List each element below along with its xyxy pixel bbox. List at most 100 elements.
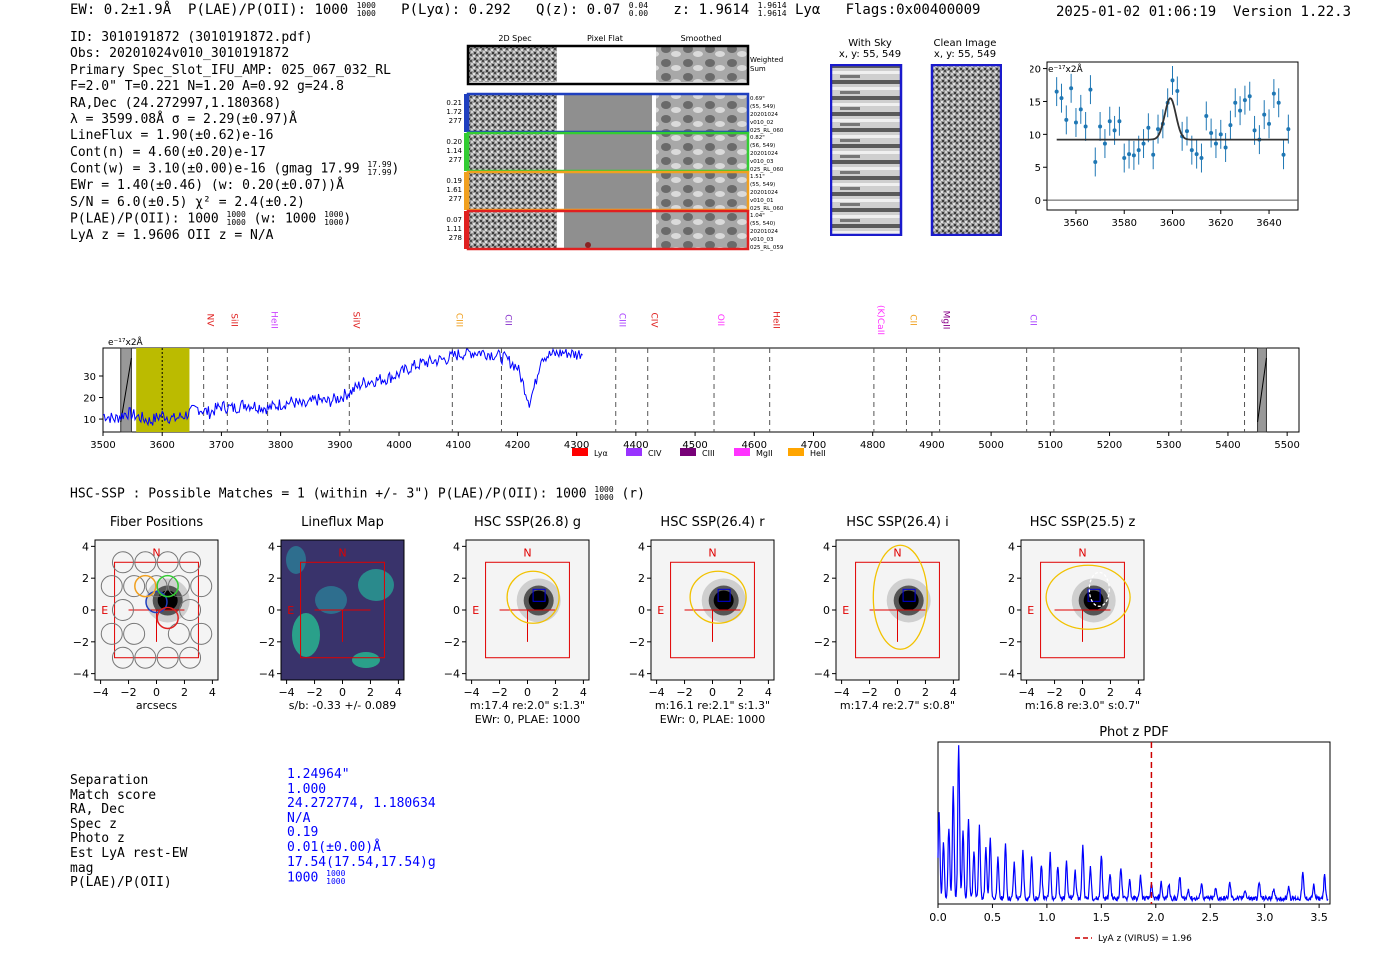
pdf-xtick-label: 2.0 xyxy=(1147,911,1165,924)
pdf-axes-frame xyxy=(937,741,1331,905)
cutout-meta: 20201024 xyxy=(750,190,778,196)
hsc-ytick-label: 0 xyxy=(638,604,645,617)
hsc-ytick-label: −2 xyxy=(259,636,275,649)
lineflux-blob xyxy=(315,586,347,614)
hsc-xtick-label: 0 xyxy=(1079,686,1086,699)
fit-point xyxy=(1122,156,1127,161)
spec-flux-line xyxy=(102,347,583,427)
hsc-galaxy-core xyxy=(528,590,549,611)
hsc-ytick-label: 0 xyxy=(453,604,460,617)
hsc-ytick-label: 2 xyxy=(638,572,645,585)
spec-line-label: (K)CaII xyxy=(875,305,885,335)
spec-ytick-label: 30 xyxy=(83,372,96,383)
cutout-meta: 1.51" xyxy=(750,174,765,180)
hsc-panel-title: Lineflux Map xyxy=(301,515,384,530)
fit-point xyxy=(1175,88,1180,93)
compass-north: N xyxy=(338,547,346,560)
cutout-meta: 0.69" xyxy=(750,96,765,102)
fit-point xyxy=(1141,141,1146,146)
fit-point xyxy=(1199,156,1204,161)
detection-info: ID: 3010191872 (3010191872.pdf) Obs: 202… xyxy=(70,30,399,244)
hsc-aperture-square xyxy=(114,561,199,659)
fit-point xyxy=(1156,127,1161,132)
spec-line-label: CII xyxy=(502,314,512,326)
fit-point xyxy=(1233,100,1238,105)
cutout-meta: v010_03 xyxy=(750,159,774,165)
cutout-gap xyxy=(557,133,561,170)
spec-legend-label: CIII xyxy=(702,449,715,458)
hsc-summary-tail: (r) xyxy=(621,486,645,502)
hsc-xtick-label: −2 xyxy=(861,686,877,699)
info-plae-w-lo: 1000 xyxy=(324,217,344,227)
cutout-stat: 277 xyxy=(449,195,462,203)
hsc-panel-title: HSC SSP(25.5) z xyxy=(1030,515,1136,530)
spec-xtick-label: 4500 xyxy=(682,440,707,451)
cutout-hot-pixel xyxy=(585,242,591,248)
fiber-circle xyxy=(156,646,179,669)
hsc-aperture-square xyxy=(670,561,755,659)
match-label: P(LAE)/P(OII) xyxy=(70,875,172,891)
hsc-summary: HSC-SSP : Possible Matches = 1 (within +… xyxy=(70,486,645,502)
cutout-gap xyxy=(652,94,656,131)
cutout-gap xyxy=(557,172,561,209)
cutout-stat: 1.61 xyxy=(446,186,462,194)
fit-point xyxy=(1170,78,1175,83)
fiber-highlight xyxy=(145,590,168,614)
hsc-xtick-label: 2 xyxy=(1107,686,1114,699)
hsc-ytick-label: −2 xyxy=(629,636,645,649)
spec-ylabel: e⁻¹⁷x2Å xyxy=(108,336,144,348)
spec-line-label: CIV xyxy=(649,312,659,328)
cutout-row-frame xyxy=(466,209,750,251)
fiber-highlight xyxy=(134,574,157,598)
spec-xtick-label: 4100 xyxy=(446,440,471,451)
hsc-aperture-square xyxy=(1040,561,1125,659)
spec-xtick-label: 5400 xyxy=(1215,440,1240,451)
hsc-xtick-label: −2 xyxy=(676,686,692,699)
fiber-circle xyxy=(167,575,190,598)
compass-north: N xyxy=(1078,547,1086,560)
cutout-meta: (56, 549) xyxy=(750,143,775,149)
fiber-circle xyxy=(111,646,134,669)
fit-point xyxy=(1267,121,1272,126)
fit-point xyxy=(1136,148,1141,153)
cutout-row-color-bar xyxy=(464,172,467,210)
hsc-ytick-label: −2 xyxy=(444,636,460,649)
spec-line-label: SiIV xyxy=(350,311,360,329)
pdf-xtick-label: 3.5 xyxy=(1310,911,1328,924)
fit-point xyxy=(1146,125,1151,130)
compass-east: E xyxy=(472,604,479,617)
fit-point xyxy=(1151,152,1156,157)
cutout-meta: 20201024 xyxy=(750,151,778,157)
spec-xtick-label: 4900 xyxy=(919,440,944,451)
hsc-aperture-square xyxy=(855,561,940,659)
fit-point xyxy=(1223,145,1228,150)
spec-ytick-label: 10 xyxy=(83,415,96,426)
info-radec: RA,Dec (24.272997,1.180368) xyxy=(70,95,282,111)
header-plae-lo: 1000 xyxy=(356,9,376,18)
fit-point xyxy=(1184,129,1189,134)
cutout-smoothed xyxy=(656,172,747,209)
hsc-ytick-label: 4 xyxy=(82,540,89,553)
fit-point xyxy=(1238,108,1243,113)
fit-point xyxy=(1083,124,1088,129)
header-qz: Q(z): 0.07 xyxy=(536,2,621,18)
lineflux-blob xyxy=(358,569,394,601)
cutout-stat: 1.72 xyxy=(446,108,462,116)
sum-frame xyxy=(466,44,750,86)
spec-xtick-label: 5200 xyxy=(1097,440,1122,451)
cutout-2dspec xyxy=(469,133,557,170)
hsc-fiber-box xyxy=(902,588,916,602)
hsc-caption: arcsecs xyxy=(136,699,178,712)
hsc-xtick-label: −4 xyxy=(833,686,849,699)
info-lineflux: LineFlux = 1.90(±0.62)e-16 xyxy=(70,128,274,144)
fit-point xyxy=(1127,152,1132,157)
spec-legend-swatch xyxy=(680,448,696,456)
spec-line-label: MgII xyxy=(941,311,951,330)
hsc-xtick-label: −4 xyxy=(92,686,108,699)
hsc-panel-title: HSC SSP(26.4) r xyxy=(660,515,765,530)
cutout-pixelflat xyxy=(564,172,652,209)
hsc-fiber-box xyxy=(717,588,731,602)
hsc-xtick-label: −4 xyxy=(1018,686,1034,699)
fit-xtick-label: 3620 xyxy=(1208,218,1233,229)
hsc-ellipse xyxy=(689,570,747,624)
